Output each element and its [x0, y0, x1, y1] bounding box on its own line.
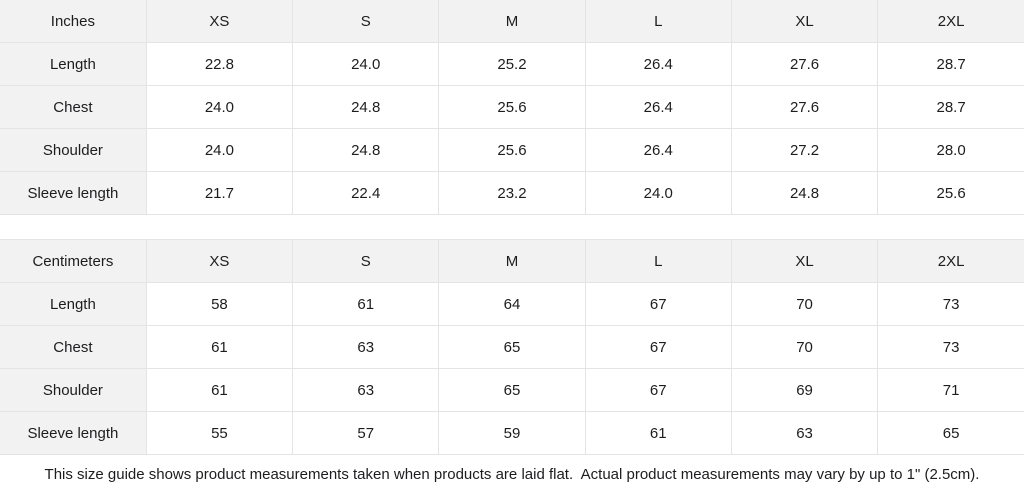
measurement-value-cell: 25.6 [877, 171, 1024, 215]
measurement-row: Shoulder 24.0 24.8 25.6 26.4 27.2 28.0 [0, 128, 1024, 172]
measurement-value-cell: 27.6 [730, 42, 879, 86]
measurement-value-cell: 55 [145, 411, 294, 455]
measurement-value-cell: 61 [584, 411, 732, 455]
measurement-value-cell: 28.7 [877, 42, 1024, 86]
measurement-value-cell: 67 [584, 282, 732, 326]
measurement-row: Shoulder 61 63 65 67 69 71 [0, 368, 1024, 412]
table-gap [0, 215, 1024, 239]
size-header-row: Centimeters XS S M L XL 2XL [0, 239, 1024, 283]
size-column-header: 2XL [877, 0, 1024, 43]
size-column-header: M [438, 0, 586, 43]
measurement-row: Sleeve length 55 57 59 61 63 65 [0, 411, 1024, 455]
measurement-value-cell: 24.0 [584, 171, 732, 215]
measurement-value-cell: 24.0 [292, 42, 440, 86]
measurement-value-cell: 24.8 [730, 171, 879, 215]
measurement-value-cell: 22.8 [145, 42, 294, 86]
measurement-value-cell: 28.7 [877, 85, 1024, 129]
measurement-value-cell: 65 [877, 411, 1024, 455]
measurement-value-cell: 67 [584, 368, 732, 412]
measurement-value-cell: 27.2 [730, 128, 879, 172]
measurement-label-cell: Length [0, 42, 147, 86]
measurement-label-cell: Shoulder [0, 128, 147, 172]
measurement-value-cell: 24.8 [292, 128, 440, 172]
measurement-value-cell: 59 [438, 411, 586, 455]
measurement-value-cell: 61 [145, 325, 294, 369]
size-column-header: L [584, 0, 732, 43]
measurement-row: Sleeve length 21.7 22.4 23.2 24.0 24.8 25.6 [0, 171, 1024, 215]
size-column-header: XS [145, 0, 294, 43]
measurement-label-cell: Chest [0, 325, 147, 369]
measurement-value-cell: 21.7 [145, 171, 294, 215]
measurement-label-cell: Shoulder [0, 368, 147, 412]
measurement-value-cell: 58 [145, 282, 294, 326]
size-column-header: M [438, 239, 586, 283]
unit-label-cell: Centimeters [0, 239, 147, 283]
size-table-centimeters: Centimeters XS S M L XL 2XL Length 58 61 64 67 70 73 C… [0, 239, 1024, 455]
measurement-value-cell: 25.6 [438, 85, 586, 129]
measurement-row: Chest 24.0 24.8 25.6 26.4 27.6 28.7 [0, 85, 1024, 129]
measurement-value-cell: 71 [877, 368, 1024, 412]
measurement-value-cell: 70 [730, 325, 879, 369]
measurement-value-cell: 25.2 [438, 42, 586, 86]
size-column-header: S [292, 239, 440, 283]
size-column-header: L [584, 239, 732, 283]
size-guide-footer-note: This size guide shows product measuremen… [0, 455, 1024, 494]
measurement-value-cell: 25.6 [438, 128, 586, 172]
size-column-header: 2XL [877, 239, 1024, 283]
measurement-label-cell: Chest [0, 85, 147, 129]
measurement-row: Chest 61 63 65 67 70 73 [0, 325, 1024, 369]
unit-label-cell: Inches [0, 0, 147, 43]
measurement-value-cell: 63 [730, 411, 879, 455]
measurement-value-cell: 69 [730, 368, 879, 412]
measurement-value-cell: 24.0 [145, 128, 294, 172]
measurement-value-cell: 27.6 [730, 85, 879, 129]
measurement-value-cell: 64 [438, 282, 586, 326]
size-header-row: Inches XS S M L XL 2XL [0, 0, 1024, 43]
measurement-value-cell: 70 [730, 282, 879, 326]
measurement-value-cell: 67 [584, 325, 732, 369]
measurement-value-cell: 24.8 [292, 85, 440, 129]
measurement-row: Length 58 61 64 67 70 73 [0, 282, 1024, 326]
size-column-header: S [292, 0, 440, 43]
measurement-value-cell: 73 [877, 282, 1024, 326]
size-column-header: XL [730, 0, 879, 43]
measurement-value-cell: 26.4 [584, 85, 732, 129]
measurement-value-cell: 26.4 [584, 128, 732, 172]
measurement-label-cell: Length [0, 282, 147, 326]
measurement-value-cell: 26.4 [584, 42, 732, 86]
size-column-header: XL [730, 239, 879, 283]
measurement-value-cell: 65 [438, 368, 586, 412]
size-column-header: XS [145, 239, 294, 283]
measurement-value-cell: 65 [438, 325, 586, 369]
measurement-row: Length 22.8 24.0 25.2 26.4 27.6 28.7 [0, 42, 1024, 86]
measurement-value-cell: 61 [145, 368, 294, 412]
measurement-value-cell: 22.4 [292, 171, 440, 215]
size-table-inches: Inches XS S M L XL 2XL Length 22.8 24.0 25.2 26.4 27… [0, 0, 1024, 215]
measurement-label-cell: Sleeve length [0, 411, 147, 455]
measurement-label-cell: Sleeve length [0, 171, 147, 215]
measurement-value-cell: 24.0 [145, 85, 294, 129]
measurement-value-cell: 28.0 [877, 128, 1024, 172]
measurement-value-cell: 23.2 [438, 171, 586, 215]
measurement-value-cell: 57 [292, 411, 440, 455]
measurement-value-cell: 63 [292, 368, 440, 412]
measurement-value-cell: 63 [292, 325, 440, 369]
measurement-value-cell: 61 [292, 282, 440, 326]
measurement-value-cell: 73 [877, 325, 1024, 369]
